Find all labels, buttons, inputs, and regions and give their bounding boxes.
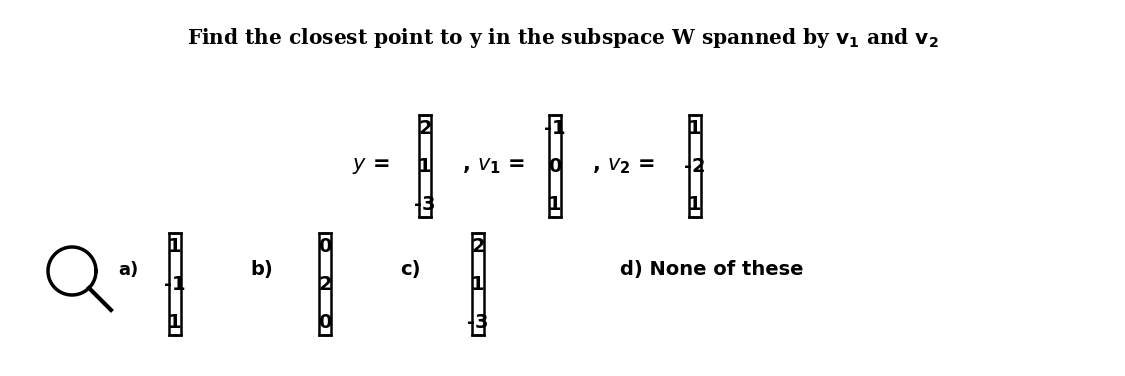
Text: -3: -3 — [414, 194, 435, 214]
Text: 1: 1 — [169, 237, 182, 256]
Text: 1: 1 — [471, 274, 485, 294]
Text: 0: 0 — [318, 237, 332, 256]
Text: 2: 2 — [471, 237, 485, 256]
Text: 1: 1 — [418, 156, 432, 176]
Text: , $\mathit{v}_\mathbf{2}$ =: , $\mathit{v}_\mathbf{2}$ = — [592, 156, 655, 176]
Text: $\mathit{y}$ =: $\mathit{y}$ = — [352, 156, 390, 176]
Text: b): b) — [250, 261, 272, 279]
Text: 2: 2 — [418, 118, 432, 138]
Text: -3: -3 — [467, 312, 488, 332]
Text: Find the closest point to y in the subspace W spanned by $\mathbf{v_1}$ and $\ma: Find the closest point to y in the subsp… — [187, 26, 938, 50]
Text: 1: 1 — [688, 118, 702, 138]
Text: 0: 0 — [318, 312, 332, 332]
Text: , $\mathit{v}_\mathbf{1}$ =: , $\mathit{v}_\mathbf{1}$ = — [462, 156, 525, 176]
Text: c): c) — [400, 261, 421, 279]
Text: 1: 1 — [548, 194, 561, 214]
Text: 1: 1 — [688, 194, 702, 214]
Text: 2: 2 — [318, 274, 332, 294]
Text: 1: 1 — [169, 312, 182, 332]
Text: a): a) — [118, 261, 138, 279]
Text: d) None of these: d) None of these — [620, 261, 803, 279]
Text: -1: -1 — [164, 274, 186, 294]
Text: 0: 0 — [548, 156, 561, 176]
Text: -1: -1 — [544, 118, 566, 138]
Text: -2: -2 — [684, 156, 705, 176]
